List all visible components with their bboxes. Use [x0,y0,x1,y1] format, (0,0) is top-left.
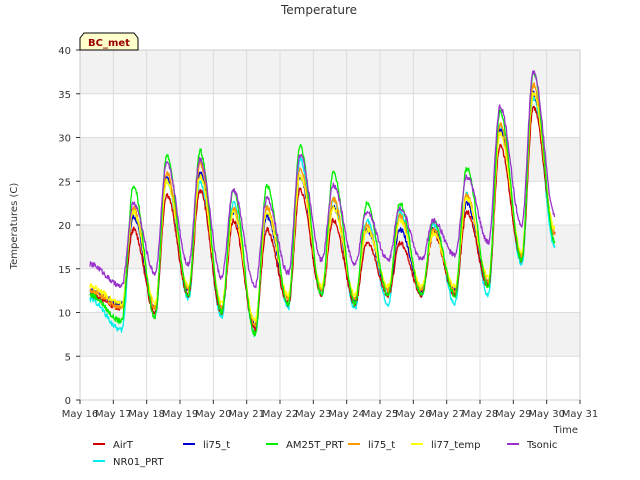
x-tick-label: May 21 [228,409,265,420]
series-lines [89,70,556,338]
x-tick-label: May 24 [328,409,365,420]
x-tick-label: May 17 [95,409,132,420]
chart-title: Temperature [280,3,357,17]
y-tick-label: 5 [65,352,71,363]
x-tick-label: May 26 [395,409,432,420]
y-axis-label: Temperatures (C) [9,183,20,271]
series-line-li77-temp-4 [89,91,556,323]
y-tick-label: 20 [58,221,71,232]
x-tick-label: May 28 [462,409,499,420]
y-tick-label: 35 [58,90,71,101]
plot-band [80,356,580,400]
legend-label: Tsonic [526,440,557,451]
y-axis-ticks: 0 5 10 15 20 25 30 35 40 [58,46,80,407]
legend-label: AM25T_PRT [286,440,345,451]
badge-box [79,32,139,51]
y-tick-label: 25 [58,177,71,188]
legend: AirT li75_t AM25T_PRT li75_t li77_temp Tsonic… [93,440,557,468]
x-tick-label: May 31 [562,409,599,420]
plot-band [80,50,580,94]
series-line-tsonic-5 [89,70,556,289]
x-tick-label: May 18 [128,409,165,420]
y-tick-label: 30 [58,134,71,145]
x-tick-label: May 29 [495,409,532,420]
station-badge: BC_met [79,32,139,51]
x-tick-label: May 19 [162,409,199,420]
y-tick-label: 0 [65,396,71,407]
legend-label: li77_temp [431,440,480,451]
y-tick-label: 15 [58,265,71,276]
x-axis-label: Time [553,425,578,436]
y-tick-label: 10 [58,309,71,320]
x-tick-label: May 23 [295,409,332,420]
x-tick-label: May 27 [428,409,465,420]
x-tick-label: May 25 [362,409,399,420]
series-line-am25t-prt-2 [89,71,556,337]
y-tick-label: 40 [58,46,71,57]
x-tick-label: May 30 [528,409,565,420]
legend-label: NR01_PRT [113,457,164,468]
plot-bands [80,50,580,400]
badge-label: BC_met [88,38,130,49]
x-tick-label: May 22 [262,409,299,420]
legend-label: AirT [113,440,134,451]
plot-band [80,312,580,357]
x-tick-label: May 20 [195,409,232,420]
legend-label: li75_t [368,440,395,451]
plot-band [80,268,580,313]
x-tick-label: May 16 [62,409,99,420]
legend-label: li75_t [203,440,230,451]
grid-lines [79,49,581,401]
